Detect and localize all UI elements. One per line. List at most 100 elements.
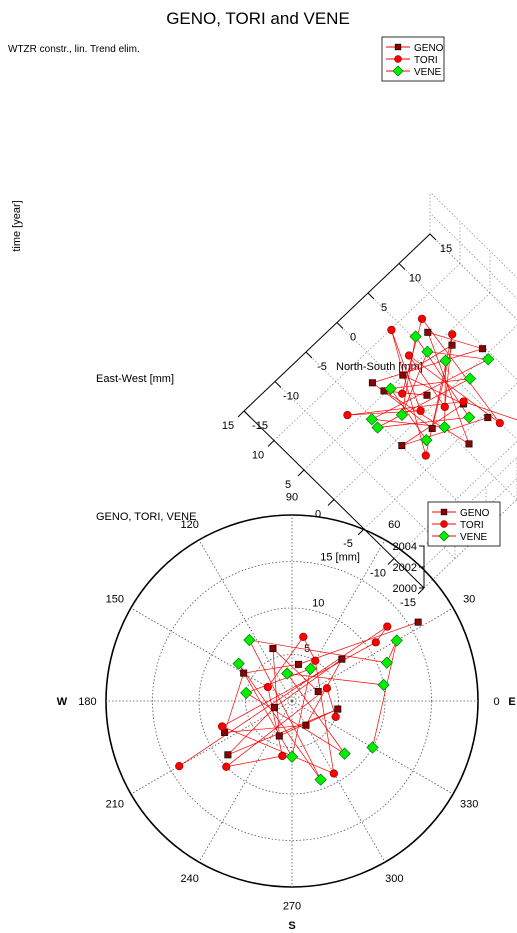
data-point-geno [269, 645, 277, 653]
data-point-tori [222, 762, 231, 771]
legend-marker-tori [440, 520, 448, 528]
data-point-tori [331, 712, 340, 722]
x-tick-label: -10 [370, 568, 386, 580]
chart-3d-y-axis-label: North-South [mm] [336, 361, 423, 373]
data-point-tori [416, 406, 425, 415]
data-point-tori [263, 682, 272, 692]
data-point-tori [417, 314, 427, 323]
data-point-geno [271, 703, 279, 711]
x-tick-label: 15 [222, 420, 234, 432]
y-tick-mark [336, 322, 344, 329]
polar-radius-label: 15 [mm] [320, 552, 360, 564]
data-point-geno [240, 669, 248, 677]
data-point-vene [304, 662, 317, 675]
floor-gridline [363, 382, 517, 530]
legend-label: GENO [414, 43, 444, 54]
polar-angle-spoke [130, 607, 293, 702]
chart-3d-x-ticks: -15 -10 -5 0 5 10 15 [222, 410, 425, 609]
legend-marker-vene [392, 65, 404, 77]
x-tick-label: 0 [315, 509, 321, 521]
y-tick-mark [429, 233, 437, 241]
data-point-geno [224, 751, 232, 759]
direction-west-label: W [57, 696, 68, 708]
chart-3d-data [343, 314, 517, 460]
polar-angle-label: 30 [463, 594, 475, 606]
data-point-geno [428, 424, 436, 432]
data-point-tori [383, 622, 392, 631]
legend-label: TORI [414, 55, 438, 66]
chart-3d-title: GENO, TORI and VENE [166, 9, 350, 28]
chart-polar-title: GENO, TORI, VENE [96, 511, 196, 523]
x-tick-label: -5 [343, 538, 353, 550]
legend-marker-geno [394, 43, 402, 51]
z-tick-label: 2004 [393, 541, 417, 553]
polar-angle-spoke [198, 539, 293, 702]
x-tick-mark [237, 410, 245, 418]
data-point-vene [285, 750, 299, 763]
x-tick-mark [327, 499, 335, 506]
data-point-tori [459, 397, 468, 406]
data-point-vene [232, 657, 245, 670]
y-tick-label: -5 [317, 361, 327, 373]
y-tick-label: 15 [440, 243, 452, 255]
legend-marker-geno [440, 508, 448, 516]
data-point-vene [384, 382, 397, 395]
data-point-vene [240, 686, 253, 700]
polar-angle-spoke [291, 607, 454, 702]
data-point-vene [439, 354, 452, 367]
data-point-vene [377, 678, 390, 691]
data-point-geno [465, 440, 473, 448]
data-point-tori [278, 751, 287, 761]
x-tick-mark [267, 440, 275, 447]
data-point-tori [329, 769, 338, 778]
x-tick-label: 5 [285, 479, 291, 491]
floor-gridline [398, 263, 517, 381]
y-tick-mark [367, 292, 375, 300]
polar-angle-label: 240 [181, 873, 199, 885]
data-point-tori [217, 722, 227, 731]
data-point-vene [463, 411, 476, 424]
data-point-tori [398, 389, 407, 398]
data-point-vene [420, 434, 433, 447]
data-point-vene [380, 656, 393, 669]
x-tick-mark [387, 558, 395, 565]
data-point-vene [409, 330, 422, 343]
polar-angle-label: 90 [286, 491, 298, 503]
z-tick-label: 2000 [393, 583, 417, 595]
chart-polar-grid [105, 514, 479, 888]
data-point-geno [314, 687, 322, 695]
polar-angle-label: 270 [283, 901, 301, 913]
legend-label: VENE [414, 67, 442, 78]
polar-angle-label: 210 [106, 798, 124, 810]
chart-polar-data [175, 618, 422, 786]
data-point-geno [479, 345, 487, 353]
floor-gridline [367, 292, 517, 441]
data-point-vene [371, 421, 384, 434]
polar-radius-label: 5 [304, 643, 310, 655]
polar-angle-label: 60 [388, 519, 400, 531]
data-point-tori [322, 684, 332, 693]
data-point-vene [395, 408, 409, 421]
polar-angle-label: 0 [494, 696, 500, 708]
y-tick-mark [398, 263, 406, 270]
y-tick-mark [274, 381, 282, 388]
data-point-vene [390, 634, 403, 647]
polar-angle-spoke [291, 700, 454, 795]
data-point-geno [334, 705, 342, 713]
data-point-vene [314, 773, 327, 786]
data-point-tori [343, 410, 352, 420]
direction-east-label: E [508, 696, 515, 708]
data-point-geno [275, 732, 283, 740]
polar-angle-spoke [198, 700, 293, 863]
polar-angle-spoke [130, 700, 293, 795]
polar-angle-label: 180 [78, 696, 96, 708]
y-tick-mark [243, 410, 251, 418]
chart-3d: GENO, TORI and VENE WTZR constr., lin. T… [8, 9, 517, 609]
chart-3d-z-axis-label: time [year] [11, 200, 23, 251]
legend-marker-tori [394, 55, 402, 63]
floor-gridline [423, 499, 517, 589]
